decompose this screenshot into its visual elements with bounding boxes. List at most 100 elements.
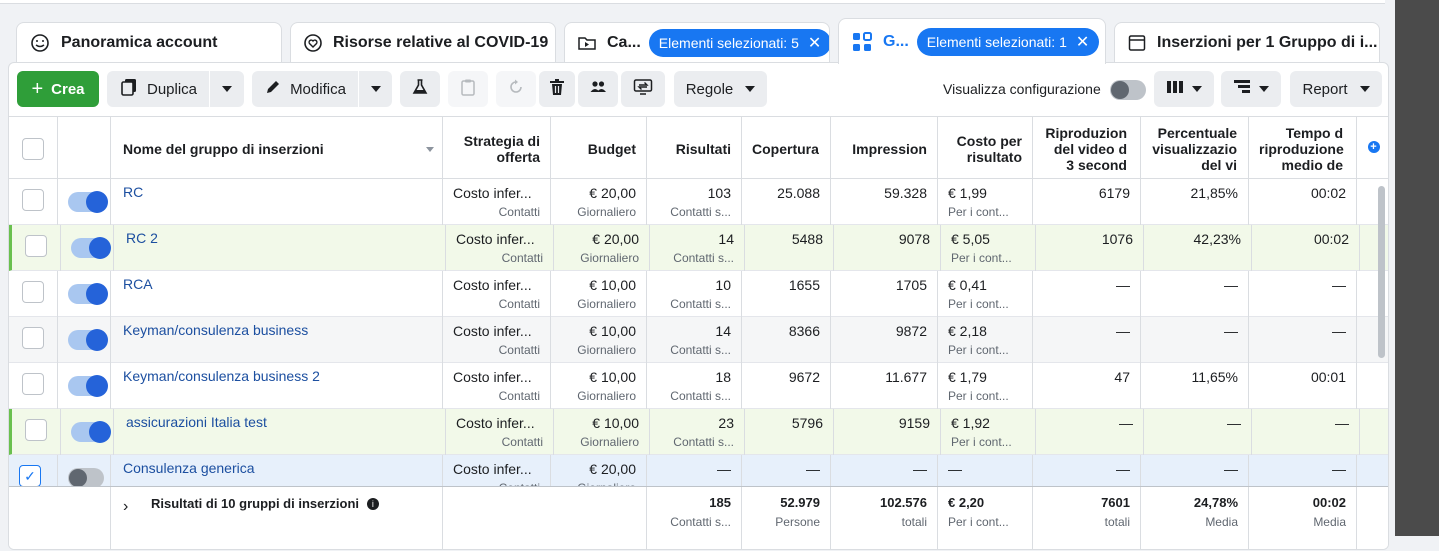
sort-icon[interactable] <box>426 147 434 152</box>
row-toggle[interactable] <box>68 468 104 488</box>
ad-set-name-link[interactable]: RCA <box>123 276 153 292</box>
row-toggle[interactable] <box>71 237 111 259</box>
tab-campagne[interactable]: Ca... Elementi selezionati: 5 ✕ <box>564 22 830 62</box>
flask-icon <box>411 78 429 100</box>
cell-risultati: 10 Contatti s... <box>647 271 742 317</box>
select-all-checkbox[interactable] <box>22 137 44 160</box>
tab-panoramica-account[interactable]: Panoramica account <box>16 22 282 62</box>
chevron-down-icon <box>1191 86 1202 92</box>
cell-copertura: — <box>742 455 831 501</box>
cell-copertura: 9672 <box>742 363 831 409</box>
row-checkbox[interactable]: ✓ <box>19 465 41 487</box>
row-checkbox[interactable] <box>22 189 44 211</box>
row-toggle[interactable] <box>68 375 108 397</box>
refresh-icon <box>507 78 525 100</box>
col-copertura[interactable]: Copertura <box>742 117 831 180</box>
table-row[interactable]: RC 2 Costo infer... Contatti € 20,00 Giornal… <box>9 225 1388 271</box>
close-icon[interactable]: ✕ <box>807 34 822 52</box>
close-icon[interactable]: ✕ <box>1075 33 1090 51</box>
cell-strategia: Costo infer...Contatti <box>446 225 554 271</box>
cell-tempo: — <box>1249 455 1357 501</box>
cell-riproduzioni: — <box>1033 455 1141 501</box>
cell-copertura: 25.088 <box>742 179 831 225</box>
delete-button[interactable] <box>539 71 575 107</box>
total-copertura: 52.979 Persone <box>742 487 831 549</box>
col-strategia[interactable]: Strategia di offerta <box>443 117 551 180</box>
row-toggle[interactable] <box>68 283 108 305</box>
edit-button[interactable]: Modifica <box>252 71 358 107</box>
rules-button[interactable]: Regole <box>674 71 767 107</box>
ad-set-name-link[interactable]: Keyman/consulenza business 2 <box>123 368 320 384</box>
row-checkbox[interactable] <box>22 327 44 349</box>
report-button[interactable]: Report <box>1290 71 1382 107</box>
tab-covid[interactable]: Risorse relative al COVID-19 <box>290 22 556 62</box>
trash-icon <box>549 78 565 100</box>
ad-set-name-link[interactable]: RC 2 <box>126 230 158 246</box>
audience-button[interactable] <box>578 71 618 107</box>
add-column-button[interactable]: + <box>1357 117 1388 180</box>
tab-label: G... <box>883 32 909 50</box>
total-tempo: 00:02 Media <box>1249 487 1357 549</box>
row-checkbox[interactable] <box>25 419 47 441</box>
undo-button[interactable] <box>496 71 536 107</box>
folder-icon <box>577 32 597 54</box>
duplicate-dropdown[interactable] <box>210 71 244 107</box>
edit-dropdown[interactable] <box>359 71 392 107</box>
clipboard-icon <box>460 78 476 100</box>
cell-percentuale: 11,65% <box>1141 363 1249 409</box>
duplicate-button[interactable]: Duplica <box>107 71 209 107</box>
table-row[interactable]: Keyman/consulenza business 2 Costo infer.… <box>9 363 1388 409</box>
cell-impression: 11.677 <box>831 363 938 409</box>
table-row[interactable]: RCA Costo infer... Contatti € 10,00 Giornali… <box>9 271 1388 317</box>
col-name[interactable]: Nome del gruppo di inserzioni <box>111 117 443 180</box>
row-toggle[interactable] <box>71 421 111 443</box>
expand-icon[interactable]: › <box>123 498 129 515</box>
row-checkbox[interactable] <box>25 235 47 257</box>
compare-button[interactable] <box>621 71 665 107</box>
plus-icon: + <box>31 77 44 100</box>
row-toggle[interactable] <box>68 329 108 351</box>
tab-label: Inserzioni per 1 Gruppo di i... <box>1157 33 1378 51</box>
chevron-down-icon <box>745 86 756 92</box>
table-row[interactable]: Keyman/consulenza business Costo infer...… <box>9 317 1388 363</box>
totals-label: Risultati di 10 gruppi di inserzioni <box>151 496 360 511</box>
tab-gruppi-inserzioni[interactable]: G... Elementi selezionati: 1 ✕ <box>838 18 1106 64</box>
tab-inserzioni[interactable]: Inserzioni per 1 Gruppo di i... <box>1114 22 1380 62</box>
cell-costo: € 1,92 Per i cont... <box>941 409 1036 455</box>
create-button[interactable]: + Crea <box>17 71 99 107</box>
ad-set-name-link[interactable]: Keyman/consulenza business <box>123 322 309 338</box>
cell-copertura: 5488 <box>745 225 834 271</box>
selection-pill[interactable]: Elementi selezionati: 1 ✕ <box>916 27 1100 56</box>
col-tempo[interactable]: Tempo d riproduzione medio de <box>1249 117 1357 180</box>
col-impression[interactable]: Impression <box>831 117 938 180</box>
row-checkbox[interactable] <box>22 373 44 395</box>
columns-button[interactable] <box>1154 71 1214 107</box>
info-icon[interactable]: i <box>366 498 379 511</box>
col-percentuale[interactable]: Percentuale visualizzazio del vi <box>1141 117 1249 180</box>
total-risultati: 185 Contatti s... <box>647 487 742 549</box>
selection-pill[interactable]: Elementi selezionati: 5 ✕ <box>648 28 829 57</box>
ad-sets-panel: + Crea Duplica Modifica Regole V <box>8 62 1389 550</box>
breakdown-button[interactable] <box>1221 71 1281 107</box>
cell-riproduzioni: 1076 <box>1036 225 1144 271</box>
vertical-scrollbar[interactable] <box>1378 186 1385 358</box>
ab-test-button[interactable] <box>400 71 440 107</box>
row-toggle[interactable] <box>68 191 108 213</box>
view-setup-toggle[interactable] <box>1110 80 1146 100</box>
toggle-header <box>58 117 111 180</box>
cell-percentuale: 21,85% <box>1141 179 1249 225</box>
duplicate-icon <box>119 77 139 101</box>
col-costo[interactable]: Costo per risultato <box>938 117 1033 180</box>
table-row[interactable]: RC Costo infer... Contatti € 20,00 Giornalie… <box>9 179 1388 225</box>
ad-set-name-link[interactable]: assicurazioni Italia test <box>126 414 267 430</box>
clipboard-button[interactable] <box>448 71 488 107</box>
ad-set-name-link[interactable]: RC <box>123 184 144 200</box>
ad-set-name-link[interactable]: Consulenza generica <box>123 460 255 476</box>
cell-tempo: 00:02 <box>1249 179 1357 225</box>
toolbar: + Crea Duplica Modifica Regole V <box>9 63 1388 116</box>
col-budget[interactable]: Budget <box>551 117 647 180</box>
row-checkbox[interactable] <box>22 281 44 303</box>
table-row[interactable]: assicurazioni Italia test Costo infer... C… <box>9 409 1388 455</box>
col-risultati[interactable]: Risultati <box>647 117 742 180</box>
